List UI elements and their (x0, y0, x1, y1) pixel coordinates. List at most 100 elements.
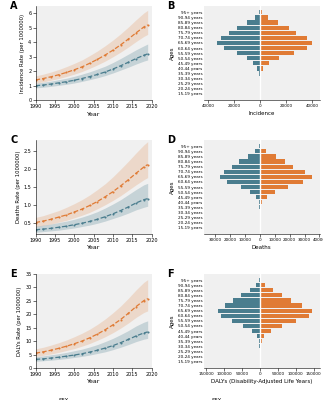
Bar (260, 308, 312, 313)
Y-axis label: Ages: Ages (170, 46, 175, 60)
Bar (260, 314, 309, 318)
Bar (259, 339, 260, 343)
Bar (260, 144, 261, 148)
Bar (229, 31, 260, 35)
Bar (259, 10, 260, 14)
Bar (217, 41, 260, 45)
Bar (220, 175, 260, 179)
Bar (224, 170, 260, 174)
Bar (260, 334, 264, 338)
Text: D: D (167, 135, 175, 145)
Bar (260, 164, 293, 169)
Bar (260, 304, 302, 308)
Bar (250, 288, 260, 292)
Legend: Female, Male: Female, Male (186, 396, 246, 400)
X-axis label: Year: Year (87, 112, 100, 116)
Bar (260, 72, 261, 76)
Y-axis label: Deaths Rate (per 1000000): Deaths Rate (per 1000000) (16, 151, 21, 223)
Text: E: E (10, 269, 16, 279)
Bar (234, 298, 260, 302)
Y-axis label: Ages: Ages (170, 314, 175, 328)
X-axis label: Incidence: Incidence (249, 111, 275, 116)
Bar (260, 344, 261, 348)
X-axis label: DALYs (Disability-Adjusted Life Years): DALYs (Disability-Adjusted Life Years) (211, 379, 312, 384)
Bar (224, 46, 260, 50)
Y-axis label: DALYs Rate (per 1000000): DALYs Rate (per 1000000) (17, 286, 22, 356)
Bar (236, 26, 260, 30)
Bar (257, 66, 260, 70)
Bar (260, 180, 303, 184)
Bar (260, 175, 312, 179)
Bar (221, 314, 260, 318)
Bar (259, 205, 260, 210)
Bar (260, 200, 262, 204)
Bar (260, 205, 261, 210)
Bar (241, 293, 260, 298)
Bar (252, 329, 260, 333)
Text: A: A (10, 1, 17, 11)
Bar (232, 319, 260, 323)
Bar (260, 154, 276, 158)
Bar (260, 293, 282, 298)
Bar (254, 61, 260, 66)
Bar (221, 36, 260, 40)
Bar (239, 160, 260, 164)
Bar (218, 308, 260, 313)
Bar (247, 56, 260, 60)
Bar (256, 283, 260, 287)
Bar (260, 61, 269, 66)
Bar (255, 149, 260, 154)
X-axis label: Deaths: Deaths (252, 245, 272, 250)
Bar (260, 185, 288, 189)
Bar (260, 15, 268, 20)
Bar (260, 278, 261, 282)
Bar (259, 278, 260, 282)
Bar (244, 324, 260, 328)
Bar (260, 56, 279, 60)
Y-axis label: Ages: Ages (170, 180, 175, 194)
Bar (260, 26, 288, 30)
Bar (260, 160, 285, 164)
Bar (260, 66, 263, 70)
Bar (225, 304, 260, 308)
Bar (260, 20, 278, 25)
Bar (259, 344, 260, 348)
Bar (260, 46, 307, 50)
Bar (260, 298, 291, 302)
Bar (250, 190, 260, 194)
Bar (259, 200, 260, 204)
Bar (260, 31, 297, 35)
Bar (257, 334, 260, 338)
Bar (260, 195, 266, 199)
Bar (255, 15, 260, 20)
Bar (260, 51, 294, 55)
Bar (241, 185, 260, 189)
Bar (260, 329, 271, 333)
Bar (260, 283, 265, 287)
Bar (260, 190, 275, 194)
Bar (259, 144, 260, 148)
Bar (259, 72, 260, 76)
Bar (260, 288, 273, 292)
Bar (260, 10, 262, 14)
Bar (260, 324, 282, 328)
Bar (256, 195, 260, 199)
Bar (260, 319, 296, 323)
X-axis label: Year: Year (87, 379, 100, 384)
Bar (236, 51, 260, 55)
Bar (260, 149, 266, 154)
Bar (260, 339, 262, 343)
Bar (248, 154, 260, 158)
Text: C: C (10, 135, 17, 145)
Text: B: B (167, 1, 174, 11)
Legend: Female, Male: Female, Male (30, 396, 99, 400)
Bar (247, 20, 260, 25)
Bar (260, 36, 307, 40)
Bar (227, 180, 260, 184)
Bar (260, 170, 305, 174)
Bar (232, 164, 260, 169)
Bar (260, 41, 312, 45)
Text: F: F (167, 269, 173, 279)
X-axis label: Year: Year (87, 245, 100, 250)
Y-axis label: Incidence Rate (per 1000000): Incidence Rate (per 1000000) (20, 14, 26, 93)
